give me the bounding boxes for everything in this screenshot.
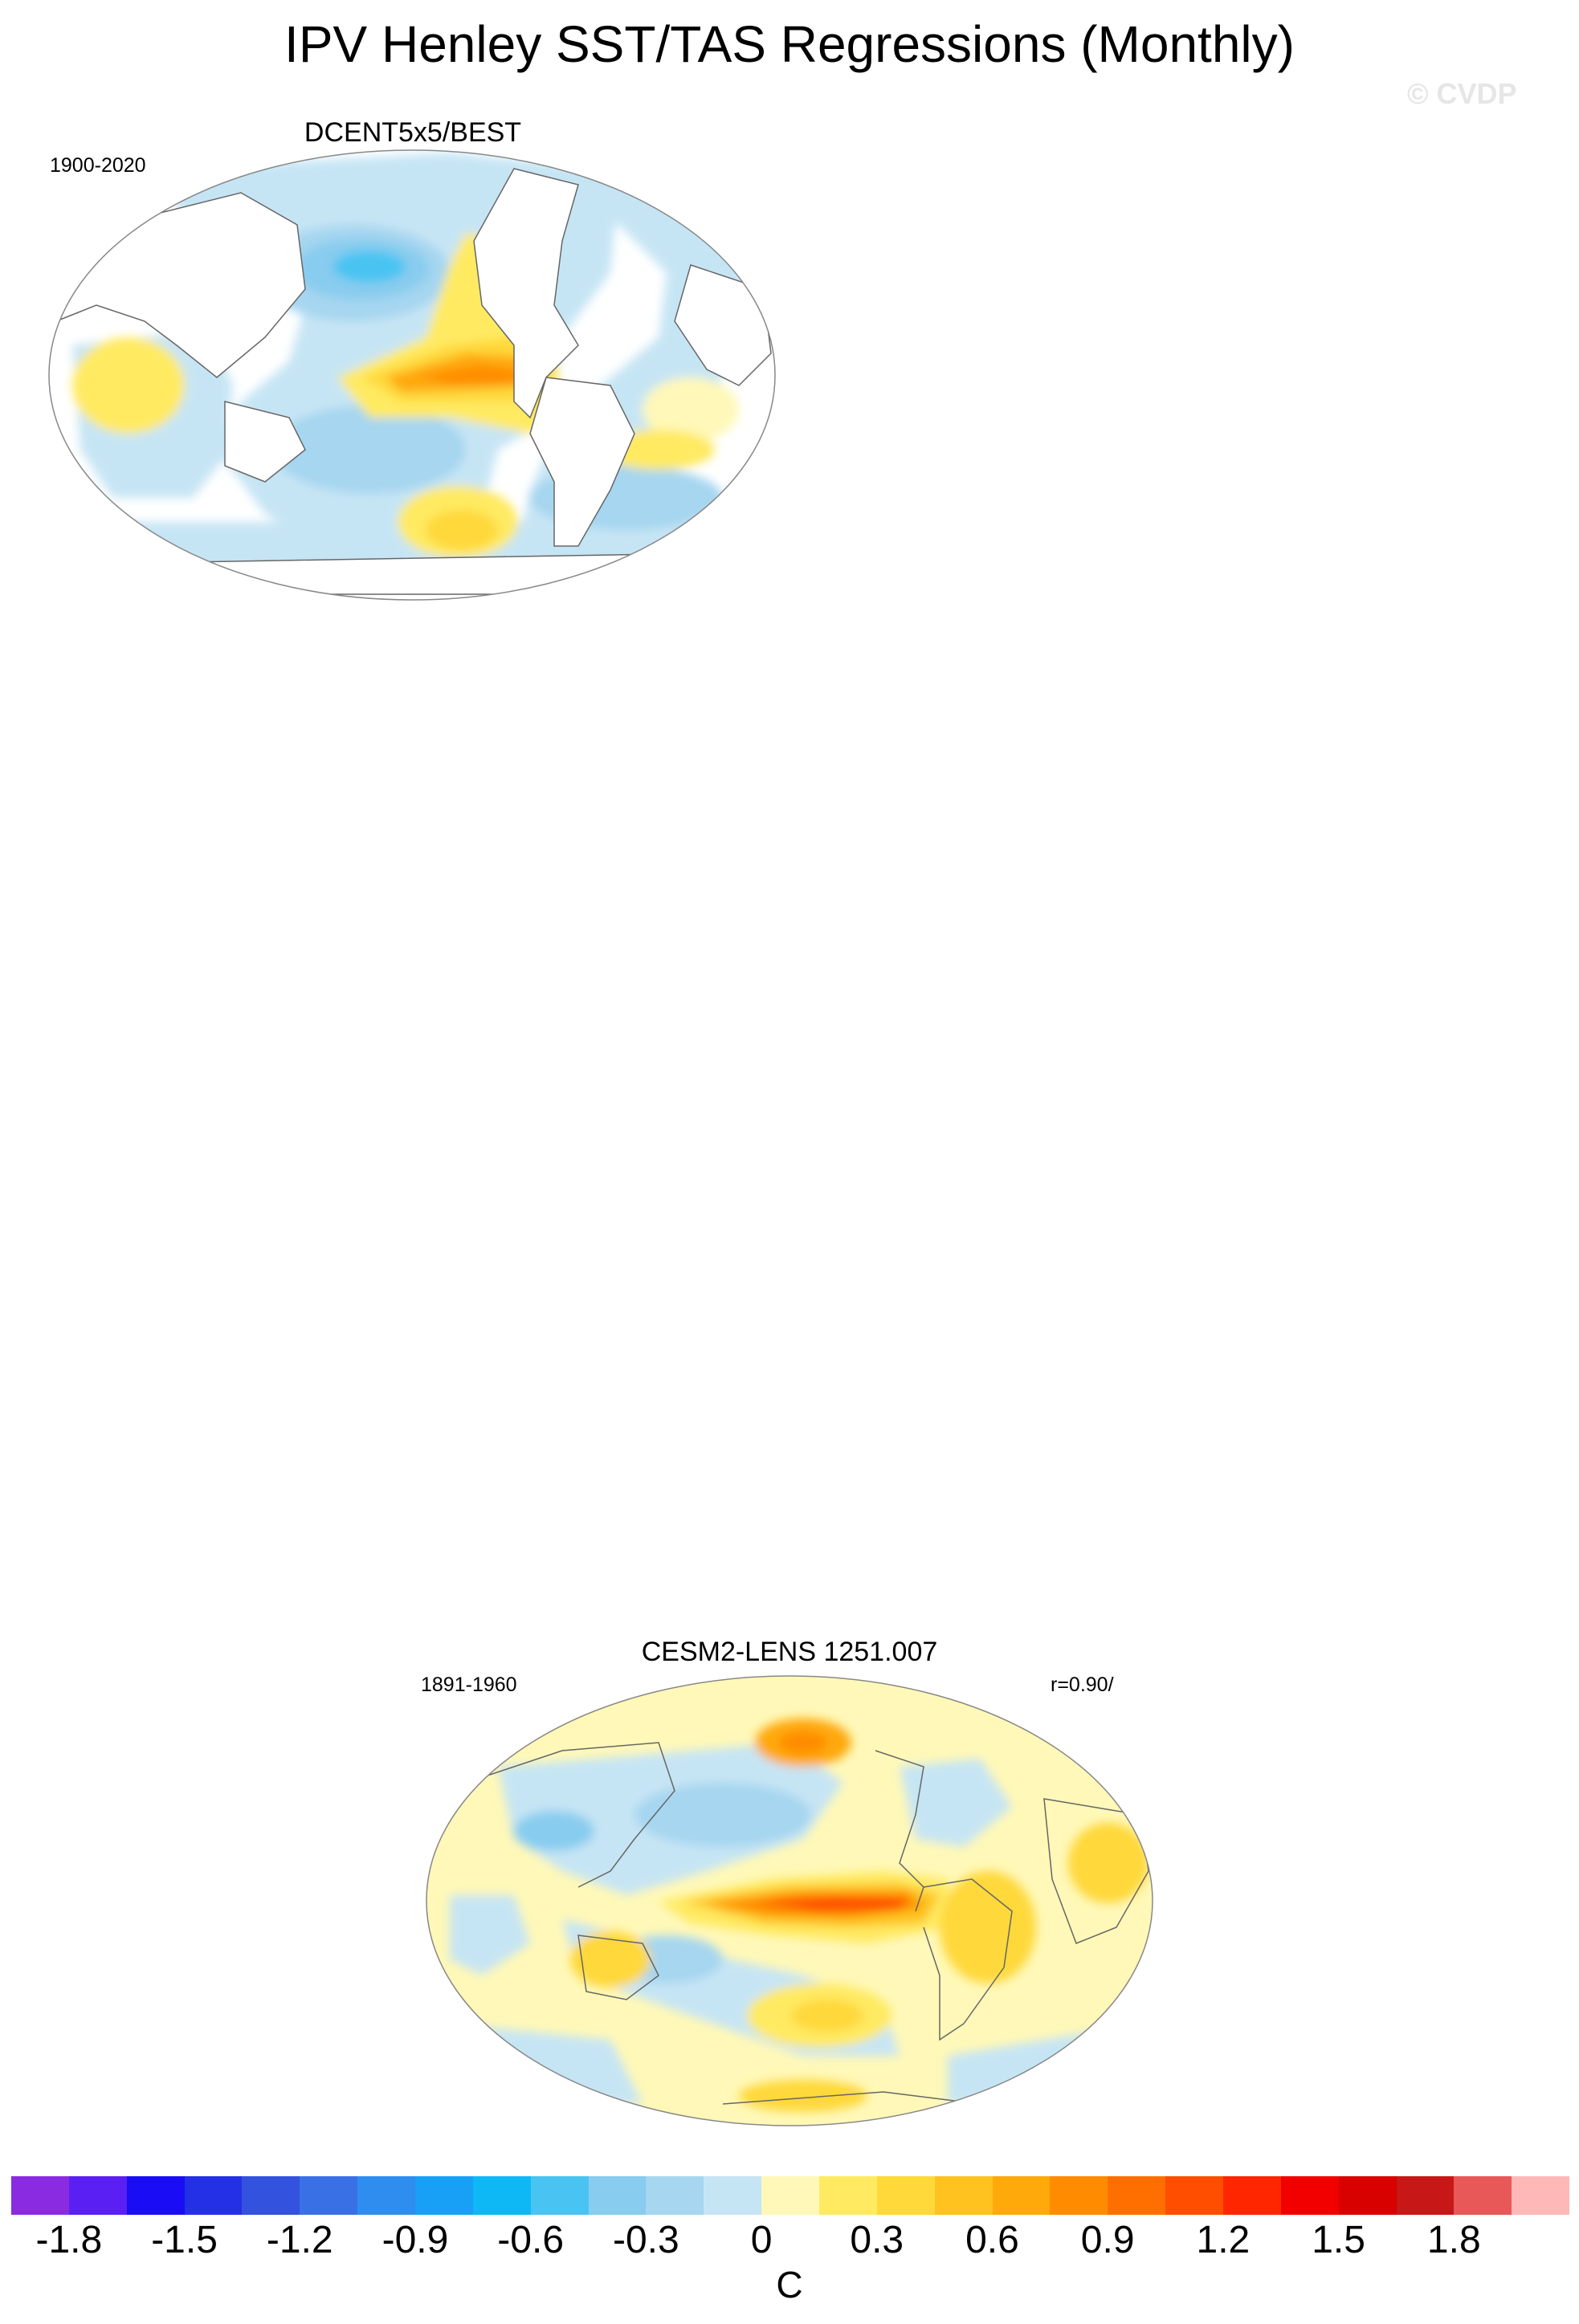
indian-ocean-cool bbox=[450, 1895, 530, 1975]
panel-1-map bbox=[49, 150, 775, 600]
colorbar-tick-label: 0 bbox=[750, 2219, 773, 2261]
colorbar-tick-label: -0.9 bbox=[381, 2219, 449, 2261]
colorbar-swatch bbox=[530, 2176, 589, 2215]
antarctic-coast-warm bbox=[739, 2080, 867, 2112]
colorbar-swatch bbox=[1050, 2176, 1108, 2215]
colorbar-swatch bbox=[300, 2176, 358, 2215]
colorbar-tick-label: 0.3 bbox=[850, 2219, 904, 2261]
australia-land bbox=[224, 401, 306, 483]
colorbar-units: C bbox=[776, 2264, 803, 2306]
panel-1-title: DCENT5x5/BEST bbox=[304, 117, 522, 148]
colorbar bbox=[11, 2176, 1570, 2215]
asia-cool-core bbox=[514, 1811, 594, 1851]
colorbar-swatch bbox=[184, 2176, 243, 2215]
colorbar-swatch bbox=[588, 2176, 647, 2215]
colorbar-swatch bbox=[1454, 2176, 1512, 2215]
colorbar-tick-label: 0.6 bbox=[965, 2219, 1019, 2261]
colorbar-swatch bbox=[68, 2176, 127, 2215]
antarctica-coast bbox=[722, 2091, 981, 2105]
sw-pacific-cold bbox=[273, 406, 466, 494]
colorbar-swatch bbox=[357, 2176, 416, 2215]
colorbar-tick-label: 0.9 bbox=[1080, 2219, 1135, 2261]
south-pacific-warm-core bbox=[791, 2000, 863, 2032]
panel-2-years: 1891-1960 bbox=[421, 1674, 517, 1696]
south-america-coast bbox=[923, 1878, 1013, 2041]
colorbar-tick-label: -1.5 bbox=[151, 2219, 218, 2261]
colorbar-tick-label: 1.5 bbox=[1312, 2219, 1365, 2261]
colorbar-swatch bbox=[1280, 2176, 1339, 2215]
australia-warm bbox=[570, 1931, 651, 1988]
colorbar-swatch bbox=[415, 2176, 473, 2215]
colorbar-swatch bbox=[1165, 2176, 1224, 2215]
colorbar-swatch bbox=[876, 2176, 935, 2215]
colorbar-swatch bbox=[819, 2176, 877, 2215]
colorbar-tick-label: -0.3 bbox=[613, 2219, 679, 2261]
panel-2-title: CESM2-LENS 1251.007 bbox=[641, 1637, 938, 1667]
alaska-warm-core bbox=[779, 1731, 827, 1754]
south-america-land bbox=[529, 377, 635, 547]
colorbar-tick-label: -0.6 bbox=[497, 2219, 565, 2261]
colorbar-tick-label: -1.8 bbox=[35, 2219, 103, 2261]
indian-ocean-warm bbox=[72, 337, 185, 434]
nw-pacific-cold-core bbox=[333, 251, 406, 283]
colorbar-swatch bbox=[704, 2176, 762, 2215]
colorbar-swatch bbox=[761, 2176, 820, 2215]
north-america-cool bbox=[900, 1759, 1012, 1847]
australia-coast bbox=[577, 1935, 659, 2000]
colorbar-tick-label: -1.2 bbox=[266, 2219, 333, 2261]
panel-1-globe-outline bbox=[48, 149, 776, 601]
panel-2-map bbox=[426, 1676, 1153, 2126]
colorbar-swatch bbox=[11, 2176, 69, 2215]
tropical-pacific-warm-peak bbox=[755, 1897, 908, 1911]
colorbar-swatch bbox=[1108, 2176, 1166, 2215]
cvdp-watermark: © CVDP bbox=[1407, 77, 1517, 110]
south-america-warm bbox=[940, 1871, 1036, 1984]
north-pacific-cool-core bbox=[634, 1783, 811, 1847]
south-pacific-warm-core bbox=[426, 510, 498, 550]
tropical-pacific-warm-peak bbox=[418, 365, 522, 384]
africa-warm bbox=[1068, 1823, 1149, 1903]
colorbar-tick-label: 1.2 bbox=[1196, 2219, 1251, 2261]
colorbar-swatch bbox=[646, 2176, 704, 2215]
colorbar-swatch bbox=[472, 2176, 531, 2215]
panel-2-globe-outline bbox=[426, 1675, 1153, 2126]
colorbar-swatch bbox=[992, 2176, 1051, 2215]
asia-coast bbox=[465, 1742, 675, 1888]
colorbar-swatch bbox=[242, 2176, 300, 2215]
colorbar-swatch bbox=[126, 2176, 185, 2215]
tropical-atlantic-warm bbox=[643, 377, 739, 442]
panel-1-years: 1900-2020 bbox=[50, 154, 146, 177]
colorbar-tick-label: 1.8 bbox=[1426, 2219, 1481, 2261]
panel-2-correlation: r=0.90/ bbox=[1051, 1674, 1114, 1696]
colorbar-swatch bbox=[1396, 2176, 1455, 2215]
colorbar-swatch bbox=[1223, 2176, 1281, 2215]
colorbar-swatch bbox=[934, 2176, 993, 2215]
colorbar-swatch bbox=[1338, 2176, 1397, 2215]
colorbar-swatch bbox=[1512, 2176, 1570, 2215]
north-america-coast bbox=[875, 1750, 924, 1912]
north-america-land bbox=[473, 168, 579, 419]
figure-title: IPV Henley SST/TAS Regressions (Monthly) bbox=[284, 15, 1295, 73]
